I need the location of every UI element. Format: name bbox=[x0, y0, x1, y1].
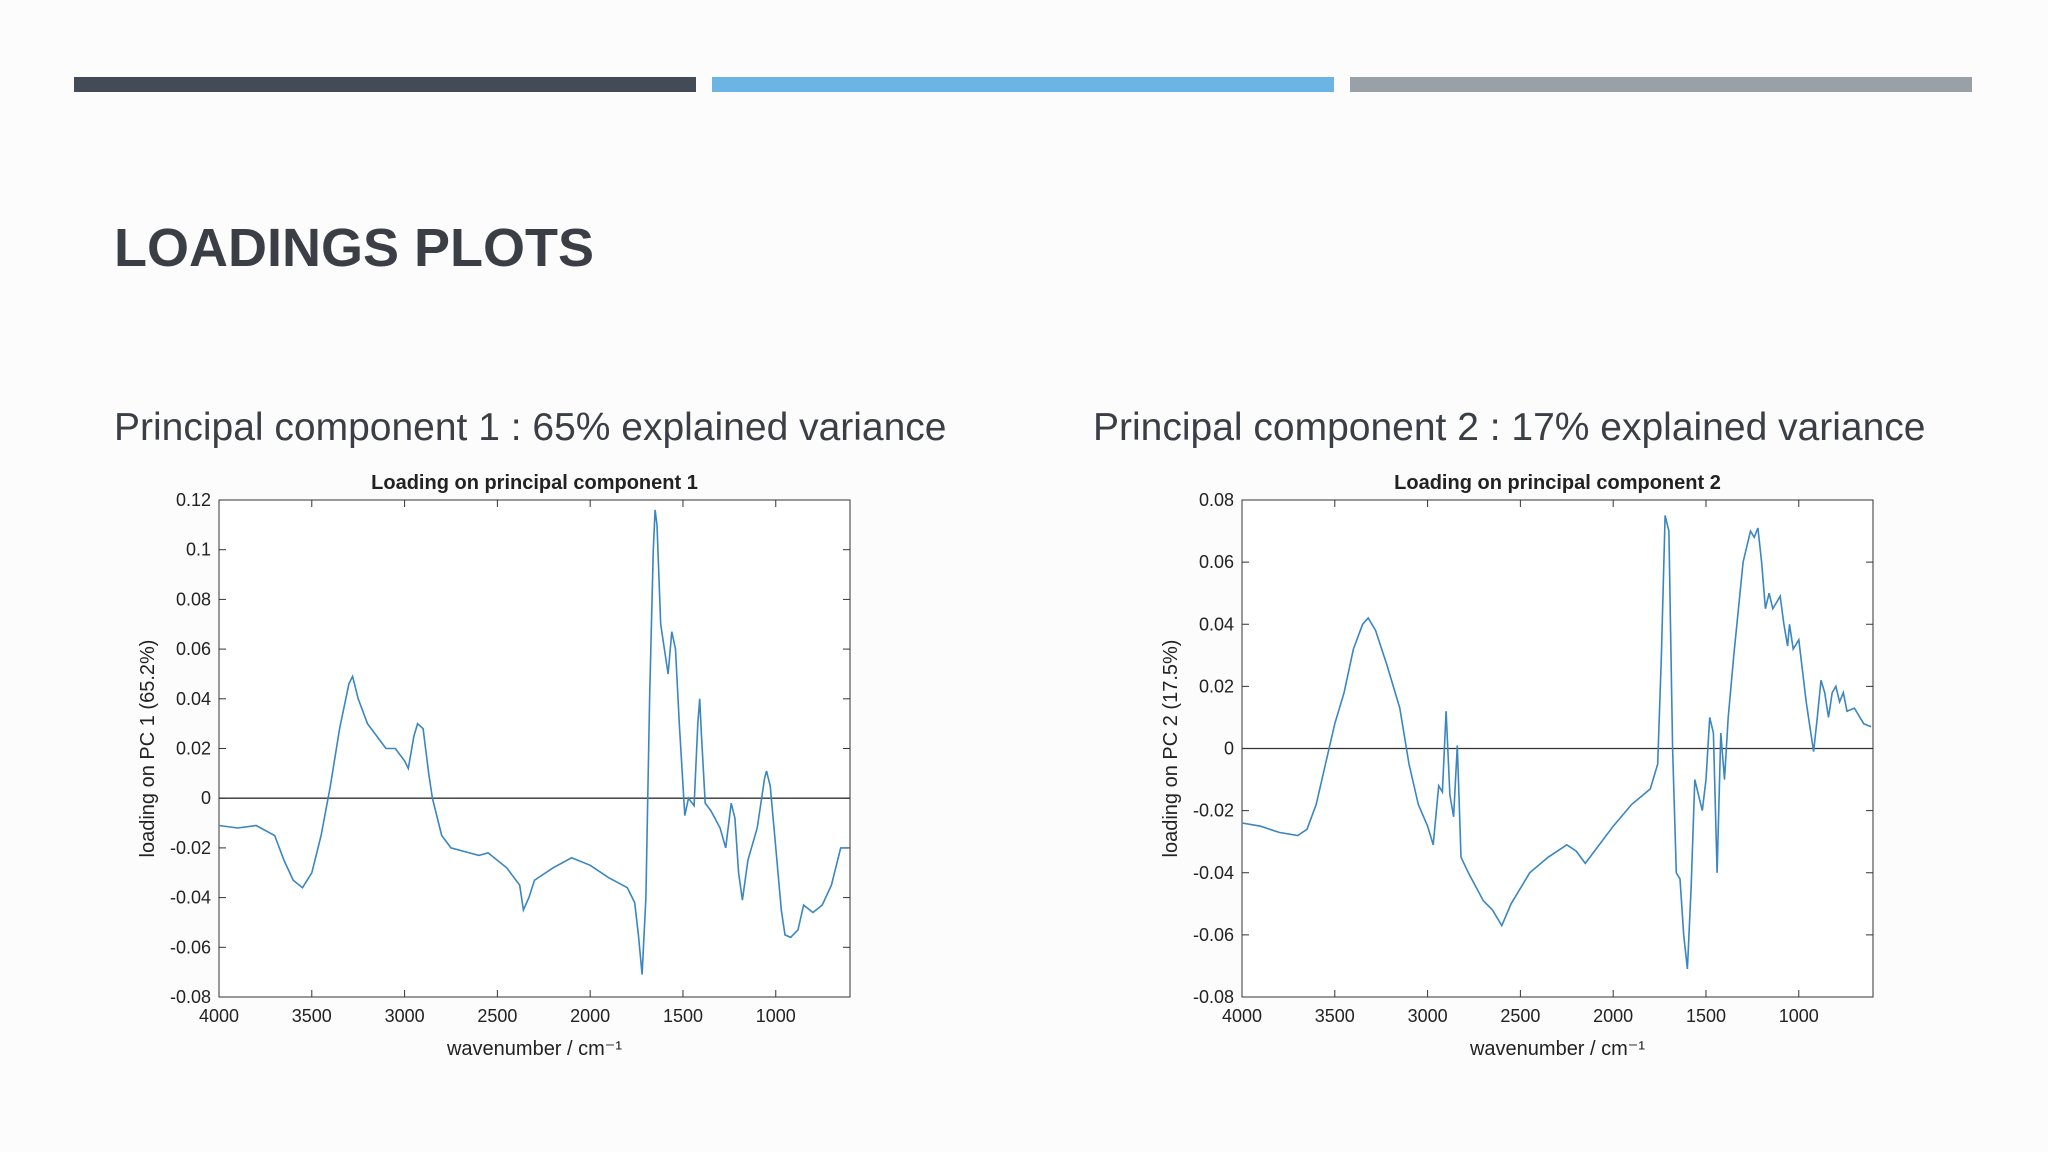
y-tick-label: 0.08 bbox=[176, 589, 211, 609]
y-axis-label: loading on PC 1 (65.2%) bbox=[137, 640, 159, 858]
x-tick-label: 2500 bbox=[1500, 1006, 1540, 1026]
x-tick-label: 1500 bbox=[1686, 1006, 1726, 1026]
x-tick-label: 2000 bbox=[570, 1006, 610, 1026]
y-tick-label: -0.06 bbox=[1193, 925, 1234, 945]
slide-title: LOADINGS PLOTS bbox=[114, 218, 594, 278]
y-tick-label: -0.06 bbox=[170, 937, 211, 957]
y-tick-label: 0 bbox=[201, 788, 211, 808]
x-tick-label: 3500 bbox=[1315, 1006, 1355, 1026]
chart-title: Loading on principal component 1 bbox=[371, 472, 698, 494]
y-tick-label: 0.02 bbox=[1199, 676, 1234, 696]
accent-bar bbox=[1350, 77, 1972, 92]
y-tick-label: -0.08 bbox=[170, 987, 211, 1007]
chart-title: Loading on principal component 2 bbox=[1394, 472, 1721, 494]
x-tick-label: 4000 bbox=[199, 1006, 239, 1026]
y-tick-label: 0.12 bbox=[176, 490, 211, 510]
y-tick-label: 0.1 bbox=[186, 540, 211, 560]
y-tick-label: 0.08 bbox=[1199, 490, 1234, 510]
y-tick-label: 0.04 bbox=[176, 689, 211, 709]
loading-line bbox=[1241, 515, 1872, 970]
y-tick-label: 0.06 bbox=[176, 639, 211, 659]
chart-subtitle: Principal component 1 : 65% explained va… bbox=[114, 406, 947, 449]
y-tick-label: 0 bbox=[1224, 739, 1234, 759]
x-tick-label: 1000 bbox=[1779, 1006, 1819, 1026]
x-tick-label: 1000 bbox=[756, 1006, 796, 1026]
x-tick-label: 3500 bbox=[292, 1006, 332, 1026]
y-tick-label: -0.04 bbox=[170, 888, 211, 908]
y-tick-label: -0.02 bbox=[1193, 801, 1234, 821]
y-tick-label: 0.06 bbox=[1199, 552, 1234, 572]
y-tick-label: -0.02 bbox=[170, 838, 211, 858]
y-axis-label: loading on PC 2 (17.5%) bbox=[1160, 640, 1182, 858]
x-tick-label: 4000 bbox=[1222, 1006, 1262, 1026]
x-tick-label: 2500 bbox=[477, 1006, 517, 1026]
x-axis-label: wavenumber / cm⁻¹ bbox=[1469, 1038, 1645, 1060]
loading-line bbox=[218, 509, 849, 975]
x-tick-label: 1500 bbox=[663, 1006, 703, 1026]
x-axis-label: wavenumber / cm⁻¹ bbox=[446, 1038, 622, 1060]
x-tick-label: 3000 bbox=[385, 1006, 425, 1026]
accent-bar bbox=[712, 77, 1334, 92]
accent-bar bbox=[74, 77, 696, 92]
plot-area bbox=[218, 499, 851, 998]
y-tick-label: -0.08 bbox=[1193, 987, 1234, 1007]
y-tick-label: 0.02 bbox=[176, 739, 211, 759]
y-tick-label: -0.04 bbox=[1193, 863, 1234, 883]
x-tick-label: 2000 bbox=[1593, 1006, 1633, 1026]
chart-subtitle: Principal component 2 : 17% explained va… bbox=[1093, 406, 1926, 449]
x-tick-label: 3000 bbox=[1408, 1006, 1448, 1026]
y-tick-label: 0.04 bbox=[1199, 614, 1234, 634]
